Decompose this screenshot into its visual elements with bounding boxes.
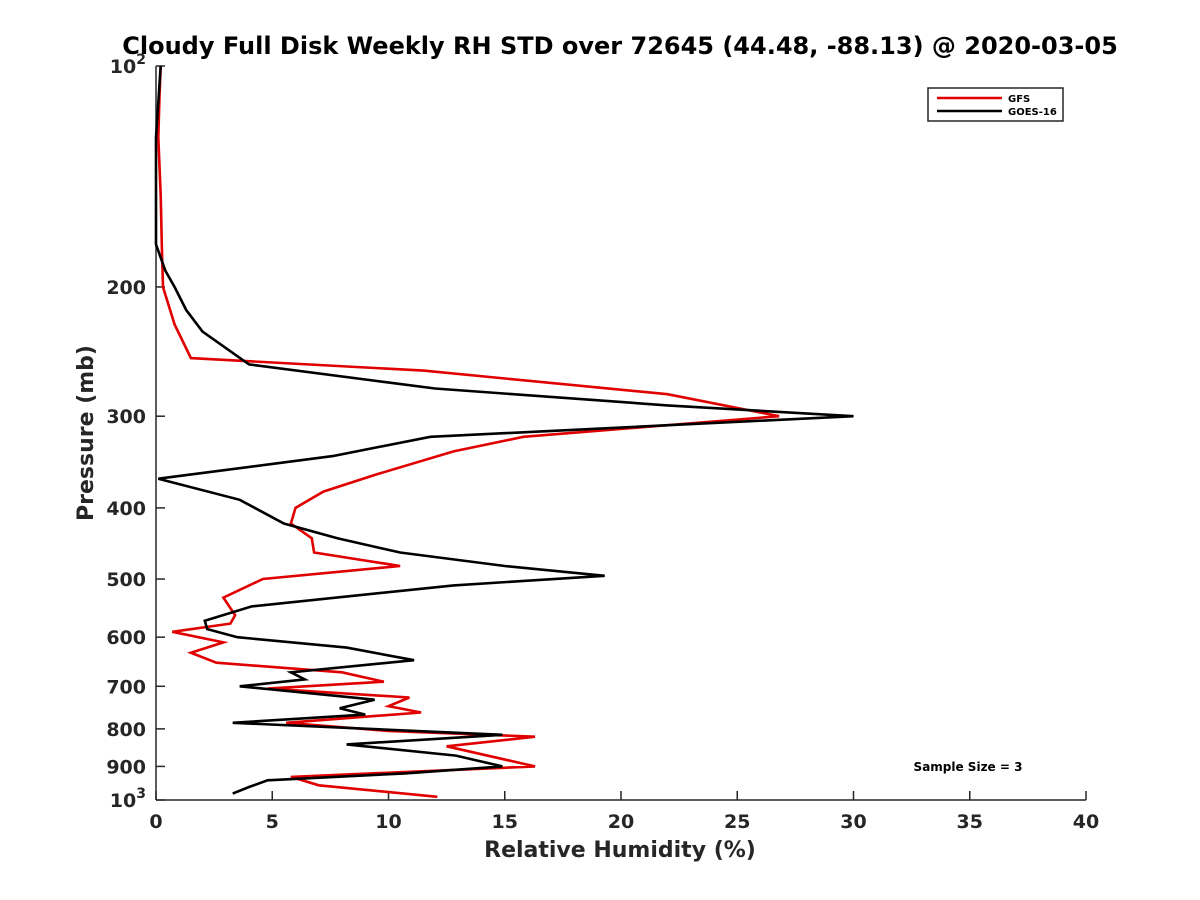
legend-label-goes-16: GOES-16	[1008, 107, 1057, 118]
y-axis-label: Pressure (mb)	[74, 345, 99, 521]
x-tick-label: 40	[1073, 811, 1099, 833]
y-tick-label: 300	[106, 406, 146, 428]
y-tick-label: 900	[106, 756, 146, 778]
series-line-gfs	[156, 65, 780, 799]
series-layer	[154, 65, 854, 799]
x-tick-label: 35	[957, 811, 983, 833]
y-tick-label: 200	[106, 277, 146, 299]
x-tick-label: 5	[266, 811, 279, 833]
y-tick-label: 102	[110, 52, 146, 78]
legend-box	[927, 87, 1064, 122]
y-tick-label: 800	[106, 719, 146, 741]
x-tick-label: 15	[492, 811, 518, 833]
legend: GFS GOES-16	[927, 87, 1064, 122]
sample-size-annotation: Sample Size = 3	[914, 760, 1023, 774]
y-tick-label: 600	[106, 627, 146, 649]
series-line-goes-16	[154, 65, 854, 795]
y-tick-label: 700	[106, 676, 146, 698]
legend-label-gfs: GFS	[1008, 94, 1030, 105]
y-tick-label: 400	[106, 498, 146, 520]
y-tick-label: 500	[106, 569, 146, 591]
x-tick-label: 25	[724, 811, 750, 833]
chart-title: Cloudy Full Disk Weekly RH STD over 7264…	[122, 32, 1118, 60]
x-tick-label: 20	[608, 811, 634, 833]
axes: 0 5 10 15 20 25 30 35 40 102 200 300 400 500 600 700 800…	[106, 52, 1099, 833]
y-tick-label: 103	[110, 786, 146, 812]
x-tick-label: 0	[149, 811, 162, 833]
x-axis-label: Relative Humidity (%)	[484, 838, 756, 863]
x-tick-label: 10	[375, 811, 401, 833]
x-tick-label: 30	[840, 811, 866, 833]
